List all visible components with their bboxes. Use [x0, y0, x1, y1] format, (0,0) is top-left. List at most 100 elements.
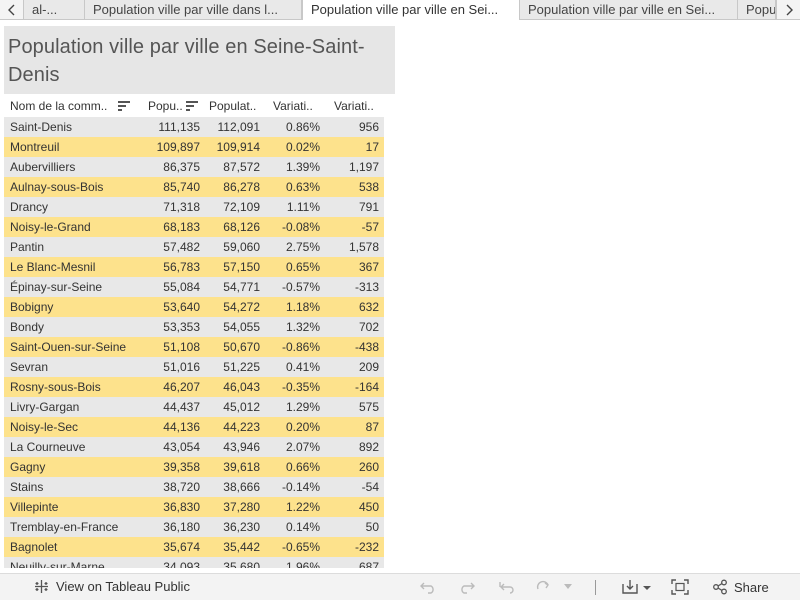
tabs-right-button[interactable] — [776, 0, 800, 19]
cell-variation-pct: -0.35% — [281, 380, 320, 394]
cell-variation-pct: 1.32% — [285, 320, 320, 334]
undo-button[interactable] — [418, 578, 438, 596]
cell-variation-abs: 367 — [358, 260, 379, 274]
fullscreen-button[interactable] — [670, 578, 690, 596]
table-row[interactable]: Aubervilliers 86,375 87,572 1.39% 1,197 — [4, 157, 384, 177]
tabs-left-button[interactable] — [0, 0, 24, 19]
table-row[interactable]: Le Blanc-Mesnil 56,783 57,150 0.65% 367 — [4, 257, 384, 277]
table-row[interactable]: Livry-Gargan 44,437 45,012 1.29% 575 — [4, 397, 384, 417]
table-row[interactable]: Gagny 39,358 39,618 0.66% 260 — [4, 457, 384, 477]
tab-sheet-1[interactable]: al-... — [24, 0, 85, 19]
column-header-variation-pct[interactable]: Variati.. — [273, 99, 313, 113]
table-row[interactable]: Neuilly-sur-Marne 34,093 35,680 1.96% 687 — [4, 557, 384, 568]
cell-commune: Le Blanc-Mesnil — [10, 260, 96, 274]
cell-commune: Saint-Denis — [10, 120, 73, 134]
redo-button[interactable] — [457, 578, 477, 596]
cell-population-1: 43,054 — [163, 440, 200, 454]
cell-variation-abs: 791 — [358, 200, 379, 214]
cell-variation-pct: 0.14% — [285, 520, 320, 534]
table-row[interactable]: Rosny-sous-Bois 46,207 46,043 -0.35% -164 — [4, 377, 384, 397]
cell-population-1: 57,482 — [163, 240, 200, 254]
cell-variation-abs: 87 — [365, 420, 379, 434]
cell-population-1: 44,437 — [163, 400, 200, 414]
cell-variation-pct: 2.75% — [285, 240, 320, 254]
cell-population-1: 38,720 — [163, 480, 200, 494]
cell-commune: Aulnay-sous-Bois — [10, 180, 104, 194]
caret-down-icon — [564, 584, 572, 589]
cell-population-1: 71,318 — [163, 200, 200, 214]
table-row[interactable]: Noisy-le-Sec 44,136 44,223 0.20% 87 — [4, 417, 384, 437]
sort-icon[interactable] — [186, 101, 198, 111]
cell-variation-abs: 687 — [358, 560, 379, 568]
refresh-button[interactable] — [534, 578, 554, 596]
cell-population-2: 68,126 — [223, 220, 260, 234]
cell-population-2: 43,946 — [223, 440, 260, 454]
cell-variation-pct: -0.65% — [281, 540, 320, 554]
share-button[interactable]: Share — [712, 579, 769, 595]
view-on-tableau-public-link[interactable]: View on Tableau Public — [34, 579, 190, 594]
table-row[interactable]: Bobigny 53,640 54,272 1.18% 632 — [4, 297, 384, 317]
cell-variation-pct: 2.07% — [285, 440, 320, 454]
cell-commune: Drancy — [10, 200, 49, 214]
cell-commune: La Courneuve — [10, 440, 86, 454]
cell-population-1: 51,108 — [163, 340, 200, 354]
cell-population-2: 87,572 — [223, 160, 260, 174]
cell-variation-abs: 17 — [365, 140, 379, 154]
cell-population-2: 57,150 — [223, 260, 260, 274]
revert-button[interactable] — [497, 578, 517, 596]
cell-variation-pct: 0.65% — [285, 260, 320, 274]
column-header-population-2[interactable]: Populat.. — [209, 99, 257, 113]
cell-variation-pct: 0.41% — [285, 360, 320, 374]
share-icon — [713, 579, 727, 595]
tab-sheet-3-active[interactable]: Population ville par ville en Sei... — [302, 0, 520, 20]
table-row[interactable]: Bondy 53,353 54,055 1.32% 702 — [4, 317, 384, 337]
cell-commune: Montreuil — [10, 140, 60, 154]
column-header-variation-abs[interactable]: Variati.. — [334, 99, 374, 113]
cell-commune: Stains — [10, 480, 44, 494]
table-row[interactable]: Drancy 71,318 72,109 1.11% 791 — [4, 197, 384, 217]
share-label: Share — [734, 579, 769, 595]
cell-population-1: 53,640 — [163, 300, 200, 314]
table-row[interactable]: Saint-Ouen-sur-Seine 51,108 50,670 -0.86% -4… — [4, 337, 384, 357]
table-row[interactable]: Saint-Denis 111,135 112,091 0.86% 956 — [4, 117, 384, 137]
cell-population-2: 46,043 — [223, 380, 260, 394]
table-row[interactable]: Noisy-le-Grand 68,183 68,126 -0.08% -57 — [4, 217, 384, 237]
cell-population-1: 85,740 — [163, 180, 200, 194]
cell-population-1: 109,897 — [156, 140, 200, 154]
cell-population-2: 36,230 — [223, 520, 260, 534]
table-row[interactable]: Aulnay-sous-Bois 85,740 86,278 0.63% 538 — [4, 177, 384, 197]
cell-population-1: 51,016 — [163, 360, 200, 374]
cell-variation-abs: -54 — [361, 480, 379, 494]
column-header-commune[interactable]: Nom de la comm.. — [10, 99, 108, 113]
cell-variation-pct: 1.22% — [285, 500, 320, 514]
column-header-population-1[interactable]: Popu.. — [148, 99, 183, 113]
download-button[interactable] — [620, 578, 654, 596]
tab-sheet-5[interactable]: Popu — [738, 0, 776, 19]
tab-sheet-4[interactable]: Population ville par ville en Sei... — [520, 0, 738, 19]
table-row[interactable]: Stains 38,720 38,666 -0.14% -54 — [4, 477, 384, 497]
tab-sheet-2[interactable]: Population ville par ville dans l... — [85, 0, 302, 19]
cell-population-1: 55,084 — [163, 280, 200, 294]
table-row[interactable]: Épinay-sur-Seine 55,084 54,771 -0.57% -313 — [4, 277, 384, 297]
table-row[interactable]: Montreuil 109,897 109,914 0.02% 17 — [4, 137, 384, 157]
fullscreen-icon — [671, 579, 689, 595]
cell-population-2: 50,670 — [223, 340, 260, 354]
tableau-logo-icon — [35, 580, 48, 593]
dashboard-title-box: Population ville par ville en Seine-Sain… — [4, 26, 395, 94]
cell-population-1: 39,358 — [163, 460, 200, 474]
table-row[interactable]: Villepinte 36,830 37,280 1.22% 450 — [4, 497, 384, 517]
table-row[interactable]: Pantin 57,482 59,060 2.75% 1,578 — [4, 237, 384, 257]
table-row[interactable]: Sevran 51,016 51,225 0.41% 209 — [4, 357, 384, 377]
refresh-dropdown[interactable] — [561, 578, 575, 596]
cell-population-2: 59,060 — [223, 240, 260, 254]
cell-variation-abs: -57 — [361, 220, 379, 234]
cell-population-2: 39,618 — [223, 460, 260, 474]
cell-variation-abs: 702 — [358, 320, 379, 334]
sort-icon[interactable] — [118, 101, 130, 111]
cell-variation-abs: 575 — [358, 400, 379, 414]
table-row[interactable]: La Courneuve 43,054 43,946 2.07% 892 — [4, 437, 384, 457]
table-row[interactable]: Bagnolet 35,674 35,442 -0.65% -232 — [4, 537, 384, 557]
cell-variation-pct: 0.02% — [285, 140, 320, 154]
cell-population-1: 35,674 — [163, 540, 200, 554]
table-row[interactable]: Tremblay-en-France 36,180 36,230 0.14% 50 — [4, 517, 384, 537]
